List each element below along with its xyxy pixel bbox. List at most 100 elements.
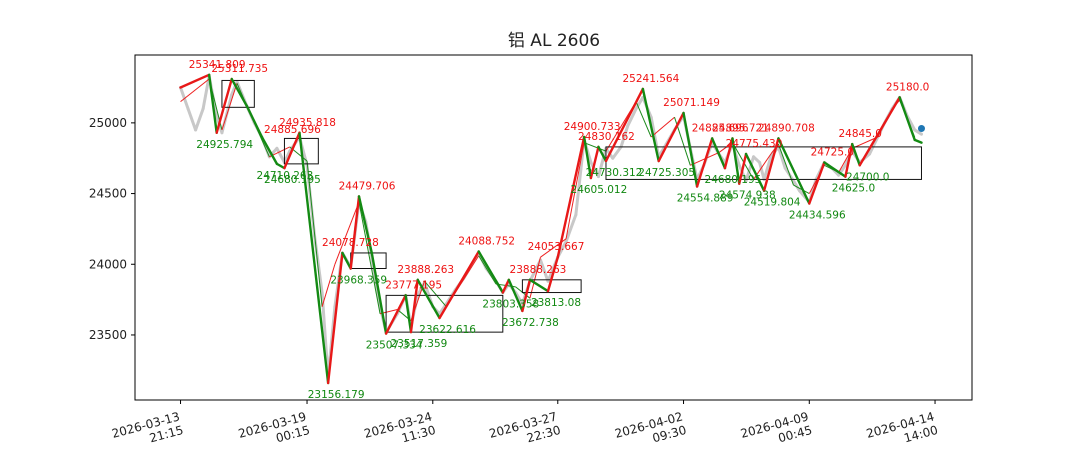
thin-zigzag-segment <box>732 142 754 180</box>
thin-zigzag-segment <box>334 201 360 265</box>
thick-zigzag-segment <box>341 251 352 270</box>
thick-zigzag-segment <box>521 278 532 313</box>
price-segment <box>791 179 801 193</box>
low-label: 24710.263 <box>257 170 314 182</box>
x-tick-label: 2026-03-1321:15 <box>110 409 185 450</box>
x-tick-label: 2026-04-0209:30 <box>613 409 688 450</box>
price-segment <box>186 107 198 132</box>
thin-zigzag-segment <box>583 142 607 152</box>
thick-zigzag-segment <box>546 255 559 293</box>
thin-zigzag-segment <box>650 116 675 138</box>
high-label: 24725.0 <box>811 146 854 158</box>
thick-zigzag-segment <box>416 278 441 320</box>
y-tick-label: 25000 <box>89 116 127 130</box>
consolidation-box <box>605 146 922 180</box>
price-segment <box>657 142 668 159</box>
thick-zigzag-segment <box>913 138 923 144</box>
high-label: 25311.735 <box>211 63 268 75</box>
thick-zigzag-segment <box>275 162 286 170</box>
low-label: 24680.195 <box>705 174 762 186</box>
price-segment <box>230 80 239 97</box>
low-label: 24700.0 <box>846 171 889 183</box>
high-label: 25071.149 <box>663 97 720 109</box>
thick-zigzag-segment <box>641 87 660 163</box>
thick-zigzag-segment <box>844 142 854 178</box>
low-label: 24925.794 <box>196 139 253 151</box>
thick-zigzag-segment <box>207 73 218 134</box>
price-segment <box>282 149 292 164</box>
high-label: 24885.696 <box>264 124 321 136</box>
y-tick-label: 24500 <box>89 187 127 201</box>
high-label: 24053.667 <box>528 241 585 253</box>
plot-frame <box>134 54 973 401</box>
thin-zigzag-segment <box>180 78 210 103</box>
y-tick-label: 24000 <box>89 257 127 271</box>
x-tick-label: 2026-03-1900:15 <box>237 409 312 450</box>
thick-zigzag-segment <box>326 251 344 385</box>
thick-zigzag-segment <box>710 137 727 170</box>
price-segment <box>634 95 645 111</box>
thick-zigzag-segment <box>370 251 388 335</box>
thick-zigzag-segment <box>851 142 861 167</box>
thin-zigzag-segment <box>478 255 497 285</box>
high-label: 24775.430 <box>726 138 783 150</box>
price-segment <box>194 107 205 132</box>
thick-zigzag-segment <box>738 152 748 185</box>
price-segment <box>596 146 608 179</box>
low-label: 24554.889 <box>677 192 734 204</box>
price-segment <box>589 160 600 179</box>
consolidation-box <box>385 294 504 333</box>
thin-zigzag-segment <box>221 83 238 131</box>
low-label: 23968.359 <box>330 275 387 287</box>
low-label: 24574.938 <box>719 190 776 202</box>
high-label: 24830.162 <box>578 131 635 143</box>
high-label: 25180.0 <box>886 81 929 93</box>
thick-zigzag-segment <box>777 137 811 205</box>
low-label: 23803.358 <box>482 299 539 311</box>
x-tick-label: 2026-03-2411:30 <box>363 409 438 450</box>
high-label: 24935.818 <box>279 117 336 129</box>
thick-zigzag-segment <box>409 278 419 334</box>
thin-zigzag-segment <box>321 264 336 307</box>
thick-zigzag-segment <box>230 77 248 108</box>
chart-title: 铝 AL 2606 <box>508 31 600 51</box>
thick-zigzag-segment <box>823 161 847 178</box>
thick-zigzag-segment <box>528 278 550 293</box>
high-label: 24895.721 <box>712 122 769 134</box>
thick-zigzag-segment <box>357 195 373 255</box>
high-label: 24890.708 <box>758 122 815 134</box>
price-segment <box>913 128 923 136</box>
price-segment <box>905 114 917 132</box>
low-label: 24625.0 <box>832 183 875 195</box>
x-tick-label: 2026-04-0900:45 <box>739 409 814 450</box>
thick-zigzag-segment <box>556 135 586 259</box>
thick-zigzag-segment <box>507 278 524 313</box>
low-label: 23156.179 <box>308 389 365 401</box>
thin-zigzag-segment <box>777 143 794 186</box>
price-segment <box>758 160 766 181</box>
high-label: 24845.0 <box>838 128 881 140</box>
thick-zigzag-segment <box>898 96 916 142</box>
high-label: 25341.809 <box>189 59 246 71</box>
thick-zigzag-segment <box>682 111 699 188</box>
thick-zigzag-segment <box>762 137 780 192</box>
low-label: 23517.359 <box>391 338 448 350</box>
thick-zigzag-segment <box>723 137 734 170</box>
thin-zigzag-segment <box>358 201 381 314</box>
thick-zigzag-segment <box>589 145 600 180</box>
thick-zigzag-layer <box>179 73 925 385</box>
high-label: 23888.263 <box>510 264 567 276</box>
thick-zigzag-segment <box>501 278 511 294</box>
price-segment <box>267 146 279 159</box>
price-segment <box>275 146 286 164</box>
low-label: 24680.195 <box>264 174 321 186</box>
price-segment <box>320 291 330 379</box>
thick-zigzag-segment <box>404 294 413 334</box>
x-tick-label: 2026-04-1414:00 <box>865 409 940 450</box>
thick-zigzag-segment <box>858 96 901 167</box>
thick-zigzag-segment <box>744 152 766 192</box>
price-segment <box>611 145 623 160</box>
thin-zigzag-layer <box>180 78 916 322</box>
thick-zigzag-segment <box>349 195 361 270</box>
